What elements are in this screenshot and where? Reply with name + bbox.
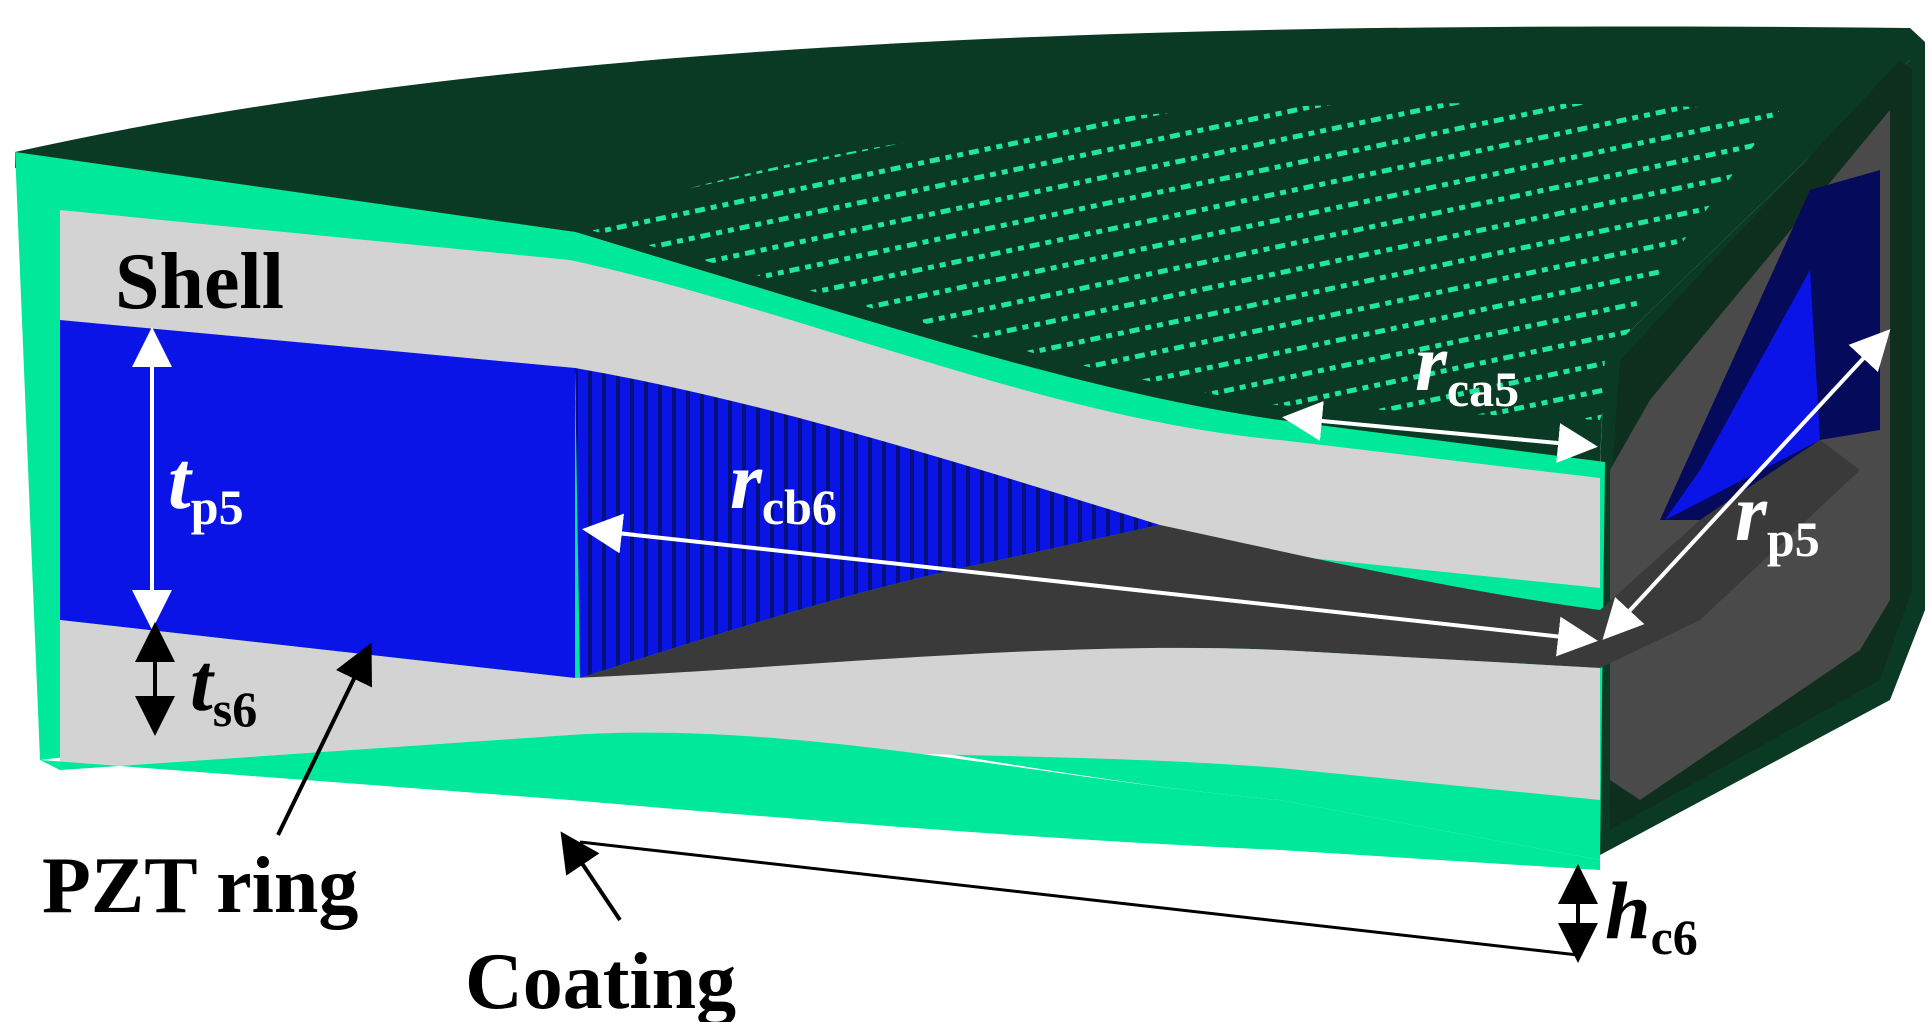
pzt-ring-label: PZT ring [42,842,358,930]
r-cb6-arrow [582,513,1598,657]
r-cb6-symbol: r [730,435,763,526]
pzt-ring-block [60,320,575,678]
t-p5-subscript: p5 [191,479,244,535]
upper-shell-layer [60,210,1600,588]
r-p5-arrow [1602,329,1891,640]
h-c6-label: hc6 [1605,865,1698,965]
r-ca5-subscript: ca5 [1447,361,1519,417]
r-ca5-label: rca5 [1415,317,1519,417]
r-p5-symbol: r [1735,467,1768,558]
coating-leader [560,831,622,922]
lower-shell-layer [60,620,1600,800]
coating-label: Coating [465,938,736,1022]
h-c6-subscript: c6 [1651,909,1698,965]
t-p5-label: tp5 [168,435,244,535]
pzt-ring-leader [276,642,372,836]
t-s6-subscript: s6 [213,681,257,737]
r-ca5-arrow [1282,401,1598,463]
r-ca5-symbol: r [1415,317,1448,408]
r-cb6-subscript: cb6 [762,479,837,535]
r-p5-subscript: p5 [1767,511,1820,567]
t-s6-symbol: t [190,637,215,728]
top-coating-ribs [570,103,1780,421]
coating-bottom-line [579,840,1579,957]
shell-label: Shell [115,238,284,326]
h-c6-symbol: h [1605,865,1651,956]
t-p5-symbol: t [168,435,193,526]
lower-coating-band [40,732,1600,870]
r-p5-label: rp5 [1735,467,1820,567]
r-cb6-label: rcb6 [730,435,837,535]
t-s6-label: ts6 [190,637,257,737]
